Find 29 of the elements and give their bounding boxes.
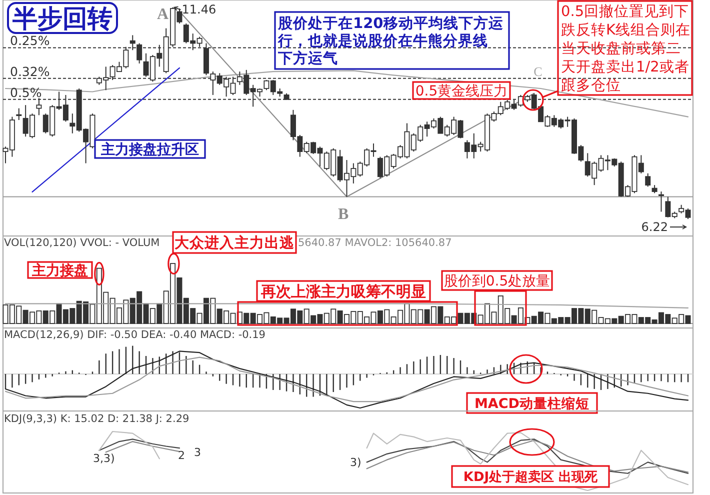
- annotation: 3: [194, 446, 201, 459]
- annotation: 3): [350, 456, 362, 469]
- annotation: 股价处于在120移动平均线下方运行，也就是说股价在牛熊分界线下方运气: [277, 14, 504, 68]
- chart-title: 半步回转: [12, 4, 112, 33]
- candlestick: [645, 172, 651, 188]
- annotation: 3,3): [93, 452, 115, 465]
- annotation: 主力接盘: [31, 262, 88, 280]
- candlestick: [658, 191, 664, 212]
- annotation: 11.46: [182, 2, 216, 16]
- annotation: 主力接盘拉升区: [100, 141, 199, 158]
- annotation: MACD动量柱缩短: [474, 394, 590, 412]
- annotation: C: [534, 64, 542, 79]
- chart-title: MACD(12,26,9) DIF: -0.50 DEA: -0.40 MACD: -0.19: [4, 329, 266, 341]
- text: 大众进入主力出逃: [174, 234, 294, 252]
- annotation: 股价到0.5处放量: [444, 274, 550, 290]
- annotation: 再次上涨主力吸筹不明显: [260, 282, 426, 300]
- annotation: A: [157, 6, 169, 23]
- annotation: 0.5%: [10, 84, 42, 100]
- annotation: 0.5黄金线压力: [415, 84, 508, 100]
- annotation: KDJ处于超卖区 出现死: [463, 470, 599, 486]
- candlestick: [16, 108, 22, 121]
- chart-title: VOL(120,120) VVOL: - VOLUM: [4, 237, 160, 249]
- annotation: B: [338, 206, 349, 223]
- chart-subtitle: 5640.87 MAVOL2: 105640.87: [298, 237, 452, 249]
- annotation: 0.32%: [10, 64, 50, 79]
- annotation: 0.25%: [10, 33, 50, 48]
- text: 6.22: [641, 220, 668, 234]
- annotation: 2: [178, 449, 185, 462]
- chart-title: KDJ(9,3,3) K: 15.02 D: 21.38 J: 2.29: [4, 413, 190, 425]
